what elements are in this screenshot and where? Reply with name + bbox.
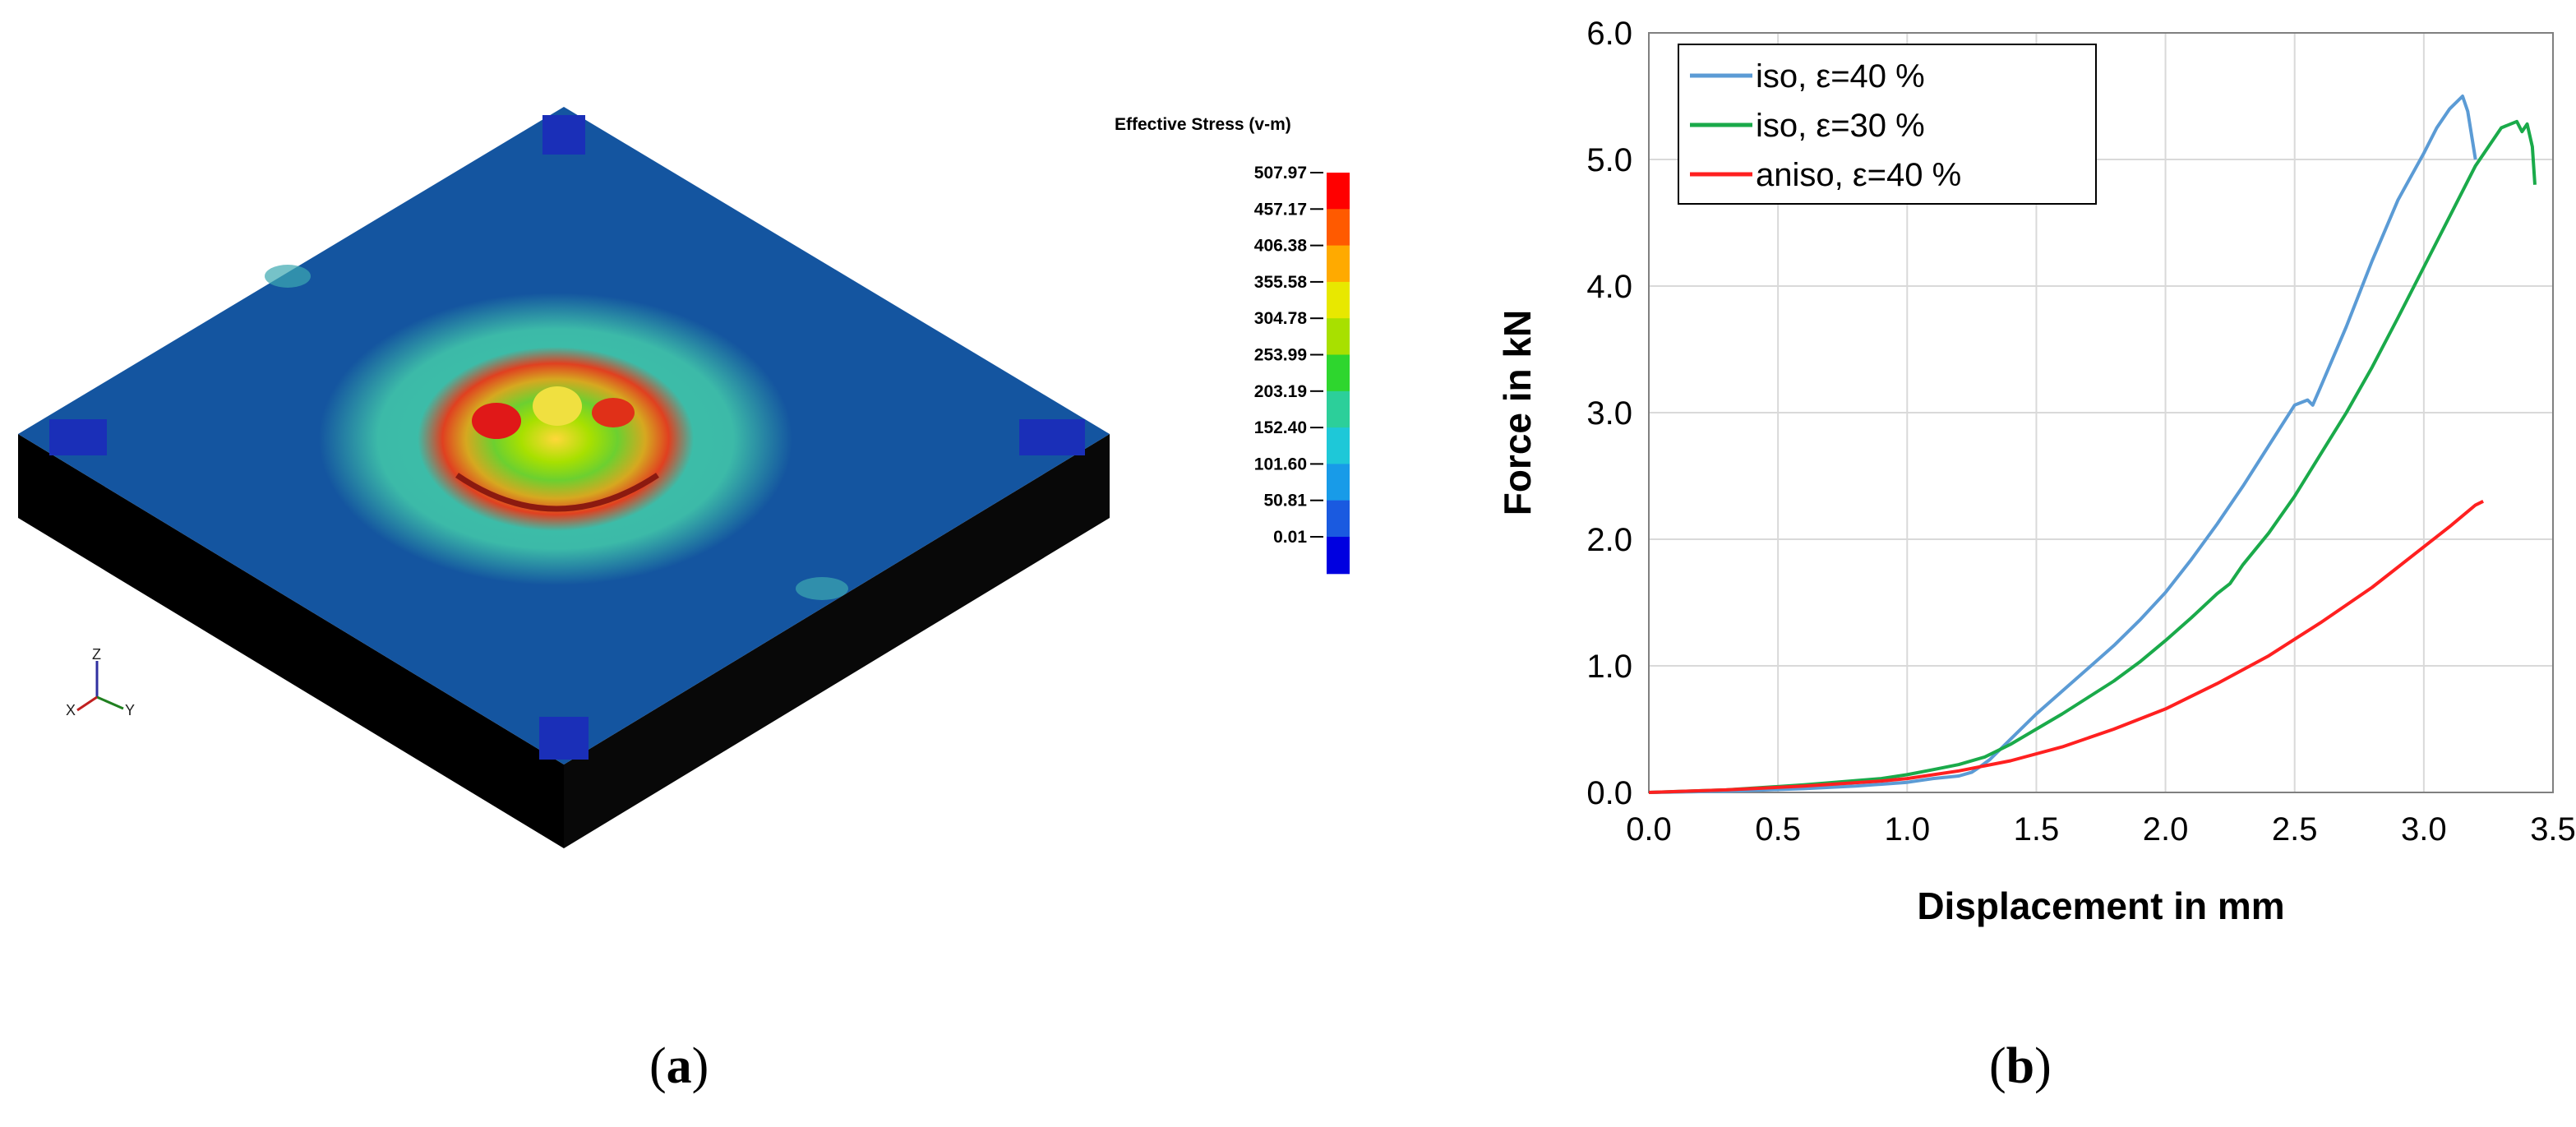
x-tick-label: 3.0 [2401, 811, 2447, 848]
legend-value-labels: 507.97 457.17 406.38 355.58 304.78 253.99 203.… [1254, 164, 1323, 547]
y-tick-label: 3.0 [1586, 395, 1632, 432]
caption-a-open: ( [649, 1038, 667, 1094]
y-tick-label: 2.0 [1586, 522, 1632, 558]
legend-value-label: 304.78 [1254, 309, 1308, 328]
legend-entry-label: aniso, ε=40 % [1756, 157, 1961, 193]
legend-value-label: 0.01 [1273, 528, 1307, 547]
fe-plate-render: Z X Y Effective Stress (v-m) 507.97 457.1… [18, 107, 1350, 848]
chart-legend: iso, ε=40 % iso, ε=30 % aniso, ε=40 % [1678, 44, 2097, 205]
series-line-1 [1648, 95, 2477, 794]
caption-b-close: ) [2034, 1038, 2052, 1094]
corner-support-right [1019, 419, 1085, 455]
stress-legend: Effective Stress (v-m) 507.97 457.17 406.3… [1115, 115, 1350, 575]
caption-b-letter: b [2006, 1038, 2035, 1094]
force-displacement-panel: 0.0 0.5 1.0 1.5 2.0 2.5 3.0 3.5 0.0 1.0 2.0 3.0 4.0… [1397, 0, 2576, 1123]
x-axis-title: Displacement in mm [1917, 885, 2284, 927]
axis-triad: Z X Y [66, 646, 135, 718]
x-tick-label: 2.5 [2272, 811, 2318, 848]
plot-frame [1648, 32, 2554, 793]
legend-value-label: 406.38 [1254, 237, 1308, 256]
y-tick-label: 1.0 [1586, 649, 1632, 685]
force-displacement-chart: 0.0 0.5 1.0 1.5 2.0 2.5 3.0 3.5 0.0 1.0 2.0 3.0 4.0… [1496, 16, 2576, 927]
plate-left-side [18, 434, 564, 848]
legend-value-label: 457.17 [1254, 200, 1307, 219]
peak-stress-center [533, 386, 582, 426]
caption-b-open: ( [1989, 1038, 2006, 1094]
plate-right-side [564, 434, 1110, 848]
x-axis-ticks: 0.0 0.5 1.0 1.5 2.0 2.5 3.0 3.5 [1626, 811, 2576, 848]
y-axis-title: Force in kN [1496, 310, 1539, 516]
axis-y-label: Y [125, 702, 135, 718]
stress-hotspot [418, 347, 694, 531]
legend-value-label: 203.19 [1254, 382, 1307, 401]
x-tick-label: 1.5 [2014, 811, 2060, 848]
crater-rim [455, 473, 659, 512]
x-tick-label: 1.0 [1884, 811, 1930, 848]
x-tick-label: 2.0 [2143, 811, 2189, 848]
legend-color-bar [1327, 173, 1350, 575]
caption-a-letter: a [666, 1038, 692, 1094]
peak-stress-region-2 [592, 398, 635, 427]
corner-support-top [542, 115, 585, 155]
legend-color-swatch [1327, 537, 1350, 575]
y-tick-label: 5.0 [1586, 142, 1632, 178]
edge-patch-1 [265, 265, 311, 288]
legend-value-label: 152.40 [1254, 418, 1307, 437]
corner-support-left [49, 419, 107, 455]
legend-color-swatch [1327, 173, 1350, 210]
legend-color-swatch [1327, 354, 1350, 392]
y-tick-label: 4.0 [1586, 269, 1632, 305]
legend-entry-label: iso, ε=30 % [1756, 108, 1925, 144]
legend-color-swatch [1327, 318, 1350, 356]
chart-series [1648, 95, 2537, 794]
legend-color-swatch [1327, 245, 1350, 283]
caption-a-close: ) [691, 1038, 709, 1094]
legend-value-label: 507.97 [1254, 164, 1307, 182]
legend-color-swatch [1327, 390, 1350, 429]
x-tick-label: 0.5 [1755, 811, 1801, 848]
caption-b: (b) [1989, 1037, 2052, 1096]
legend-color-swatch [1327, 281, 1350, 320]
series-line-3 [1648, 500, 2484, 794]
legend-color-swatch [1327, 427, 1350, 465]
legend-color-swatch [1327, 500, 1350, 538]
x-tick-label: 3.5 [2530, 811, 2576, 848]
series-line-2 [1648, 119, 2537, 794]
legend-value-label: 253.99 [1254, 346, 1307, 365]
caption-a: (a) [649, 1037, 709, 1096]
y-tick-label: 6.0 [1586, 16, 1632, 52]
y-tick-label: 0.0 [1586, 775, 1632, 811]
corner-support-bottom [539, 717, 589, 760]
legend-entry-label: iso, ε=40 % [1756, 58, 1925, 95]
legend-title: Effective Stress (v-m) [1115, 115, 1291, 134]
y-axis-ticks: 0.0 1.0 2.0 3.0 4.0 5.0 6.0 [1586, 16, 1632, 811]
legend-color-swatch [1327, 209, 1350, 247]
edge-patch-2 [796, 577, 848, 600]
legend-value-label: 50.81 [1263, 492, 1307, 510]
fe-contour-panel: Z X Y Effective Stress (v-m) 507.97 457.1… [18, 107, 1350, 1096]
axis-x-label: X [66, 702, 76, 718]
axis-z-label: Z [92, 646, 101, 663]
legend-value-label: 101.60 [1254, 455, 1307, 473]
legend-value-label: 355.58 [1254, 273, 1308, 292]
x-tick-label: 0.0 [1626, 811, 1672, 848]
peak-stress-region-1 [472, 403, 521, 439]
legend-color-swatch [1327, 464, 1350, 501]
